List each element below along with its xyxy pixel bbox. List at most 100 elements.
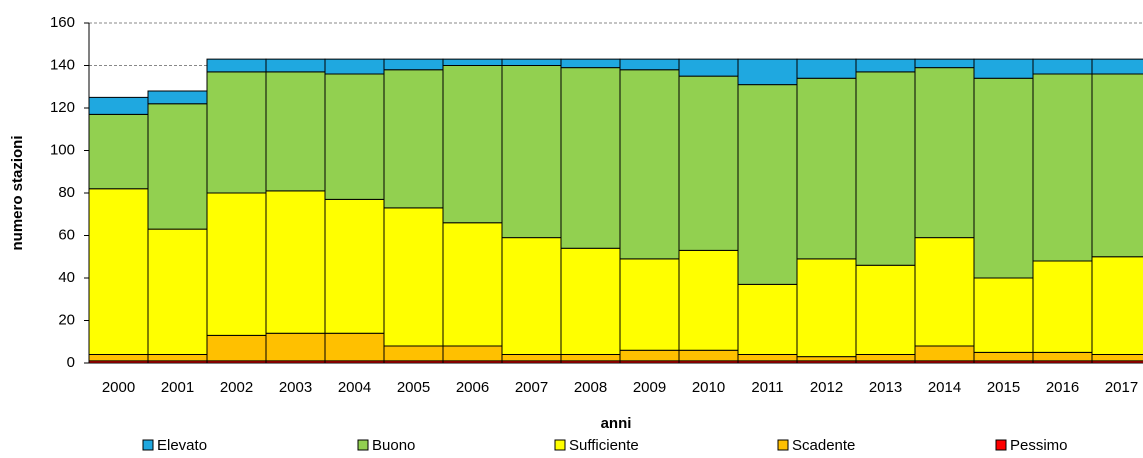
bar-segment <box>383 207 444 347</box>
bar-segment <box>265 58 326 73</box>
bar-segment <box>501 65 562 239</box>
bar-segment <box>796 356 857 362</box>
legend-label: Sufficiente <box>569 437 639 454</box>
x-tick-label: 2012 <box>810 379 843 396</box>
bar-segment <box>560 354 621 362</box>
bar-segment <box>383 345 444 362</box>
bar-segment <box>1091 73 1143 258</box>
bar-segment <box>914 58 975 69</box>
legend-swatch <box>777 439 789 451</box>
x-tick-label: 2007 <box>515 379 548 396</box>
bar-segment <box>855 264 916 355</box>
legend-swatch <box>142 439 154 451</box>
bar-segment <box>678 349 739 362</box>
y-tick-label: 60 <box>58 226 75 243</box>
bar-segment <box>796 258 857 358</box>
legend-label: Pessimo <box>1010 437 1068 454</box>
x-tick-label: 2013 <box>869 379 902 396</box>
x-tick-label: 2008 <box>574 379 607 396</box>
legend-swatch <box>995 439 1007 451</box>
bar-segment <box>619 258 680 351</box>
bar-segment <box>678 75 739 251</box>
bar-segment <box>206 192 267 336</box>
legend-swatch <box>554 439 566 451</box>
bar-segment <box>973 351 1034 362</box>
bar-segment <box>1032 73 1093 262</box>
bar-segment <box>1032 58 1093 75</box>
bar-segment <box>88 354 149 362</box>
bar-segment <box>147 354 208 362</box>
bar-segment <box>914 237 975 347</box>
y-axis-label: numero stazioni <box>9 135 26 250</box>
bar-segment <box>442 58 503 66</box>
bar-segment <box>147 228 208 355</box>
y-tick-label: 140 <box>50 56 75 73</box>
bar-segment <box>973 77 1034 279</box>
x-tick-label: 2010 <box>692 379 725 396</box>
x-tick-label: 2000 <box>102 379 135 396</box>
bar-segment <box>1091 354 1143 362</box>
bar-segment <box>855 354 916 362</box>
bar-segment <box>442 222 503 347</box>
y-tick-label: 120 <box>50 99 75 116</box>
bar-segment <box>973 58 1034 79</box>
bar-segment <box>560 247 621 355</box>
bar-segment <box>147 103 208 230</box>
bar-segment <box>501 58 562 66</box>
legend-label: Scadente <box>792 437 855 454</box>
x-tick-label: 2017 <box>1105 379 1138 396</box>
y-tick-label: 100 <box>50 141 75 158</box>
bar-segment <box>796 77 857 260</box>
bar-segment <box>324 332 385 362</box>
bar-segment <box>619 69 680 260</box>
bar-segment <box>88 113 149 190</box>
legend-swatch <box>357 439 369 451</box>
bar-segment <box>560 58 621 69</box>
bar-segment <box>678 249 739 351</box>
bar-segment <box>619 58 680 71</box>
bar-segment <box>501 354 562 362</box>
x-tick-label: 2005 <box>397 379 430 396</box>
bar-segment <box>1032 351 1093 362</box>
legend-label: Elevato <box>157 437 207 454</box>
bar-segment <box>265 190 326 334</box>
bar-segment <box>324 58 385 75</box>
bar-segment <box>973 277 1034 353</box>
bar-segment <box>206 58 267 73</box>
bar-segment <box>1032 260 1093 353</box>
bar-segment <box>265 71 326 192</box>
bar-segment <box>383 69 444 209</box>
bar-segment <box>1091 58 1143 75</box>
y-tick-label: 80 <box>58 184 75 201</box>
x-tick-label: 2002 <box>220 379 253 396</box>
bar-segment <box>914 67 975 239</box>
bar-segment <box>442 65 503 224</box>
bar-segment <box>678 58 739 77</box>
bar-segment <box>737 84 798 285</box>
y-tick-label: 0 <box>67 354 75 371</box>
x-tick-label: 2006 <box>456 379 489 396</box>
bar-segment <box>796 58 857 79</box>
bar-segment <box>383 58 444 71</box>
bar-segment <box>914 345 975 362</box>
y-tick-label: 40 <box>58 269 75 286</box>
bar-segment <box>265 332 326 362</box>
x-tick-label: 2016 <box>1046 379 1079 396</box>
x-tick-label: 2001 <box>161 379 194 396</box>
bar-segment <box>619 349 680 362</box>
legend-label: Buono <box>372 437 415 454</box>
bar-segment <box>737 58 798 86</box>
bar-segment <box>88 188 149 355</box>
x-tick-label: 2015 <box>987 379 1020 396</box>
bar-segment <box>442 345 503 362</box>
bar-segment <box>147 90 208 105</box>
y-tick-label: 160 <box>50 14 75 31</box>
bar-segment <box>501 237 562 355</box>
bar-segment <box>737 283 798 355</box>
bar-segment <box>206 71 267 194</box>
x-tick-label: 2004 <box>338 379 371 396</box>
bar-segment <box>855 71 916 266</box>
y-tick-label: 20 <box>58 311 75 328</box>
bar-segment <box>324 198 385 334</box>
